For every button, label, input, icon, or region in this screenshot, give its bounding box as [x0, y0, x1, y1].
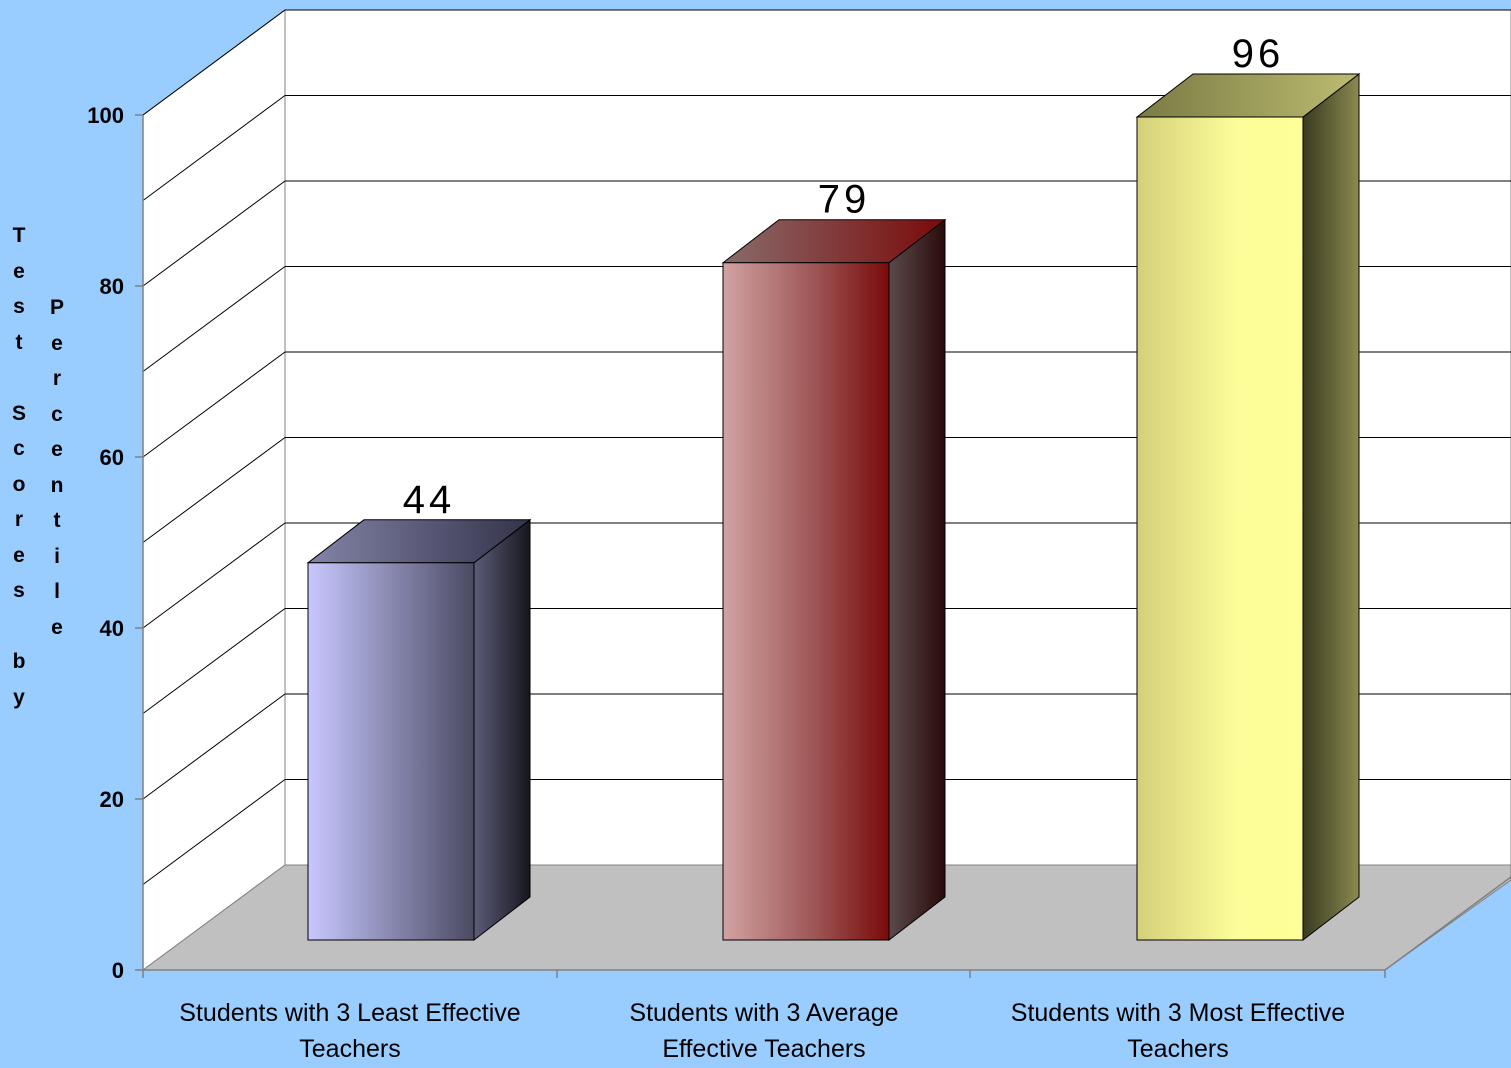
bar-front — [1136, 116, 1304, 941]
bars — [306, 72, 1361, 942]
gridline-diagonal — [142, 693, 286, 800]
x-category-label: Students with 3 Average Effective Teacher… — [629, 999, 898, 1063]
bar-side — [473, 518, 531, 942]
y-tick-label: 100 — [87, 103, 124, 128]
x-axis: Students with 3 Least Effective Teachers S… — [142, 876, 1511, 1063]
data-labels: 44 79 96 — [403, 32, 1285, 522]
bar-1 — [306, 518, 532, 942]
bar-side — [888, 218, 946, 942]
gridline-diagonal — [142, 608, 286, 714]
y-tick-label: 0 — [112, 958, 124, 983]
y-tick-label: 60 — [100, 445, 124, 470]
gridline-diagonal — [142, 351, 286, 458]
gridline-diagonal — [142, 522, 286, 629]
y-tick-label: 40 — [100, 616, 124, 641]
x-axis-depth-line — [1384, 876, 1511, 971]
data-label: 79 — [818, 178, 871, 222]
bar-3 — [1135, 72, 1361, 942]
gridline-diagonal — [142, 180, 286, 287]
data-label: 96 — [1232, 32, 1285, 76]
bar-front — [722, 262, 890, 941]
data-label: 44 — [403, 478, 456, 522]
y-axis: 0 20 40 60 80 100 — [87, 103, 144, 983]
bar-2 — [721, 218, 947, 942]
gridline-diagonal — [142, 779, 286, 885]
gridline-diagonal — [142, 266, 286, 372]
gridline-diagonal — [142, 437, 286, 543]
y-tick-label: 80 — [100, 274, 124, 299]
bar-front — [307, 562, 475, 941]
gridline-diagonal — [142, 9, 286, 116]
y-tick-label: 20 — [100, 787, 124, 812]
gridline-diagonal — [142, 95, 286, 201]
x-category-label: Students with 3 Most Effective Teachers — [1011, 999, 1345, 1063]
x-category-label: Students with 3 Least Effective Teachers — [179, 999, 520, 1063]
bar-side — [1302, 72, 1360, 942]
